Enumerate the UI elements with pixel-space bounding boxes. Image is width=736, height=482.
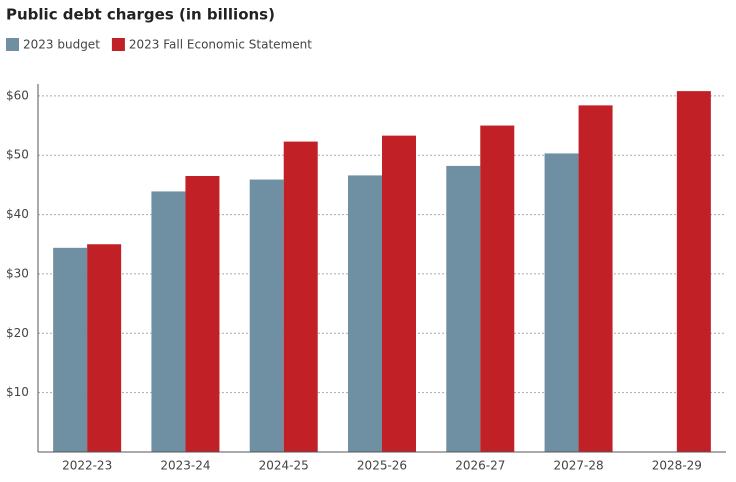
legend-swatch <box>6 38 19 51</box>
bar <box>676 91 711 452</box>
x-tick-label: 2024-25 <box>259 459 309 473</box>
bar <box>382 135 416 452</box>
x-tick-label: 2022-23 <box>62 459 112 473</box>
bar <box>446 165 481 453</box>
bar <box>578 105 613 453</box>
y-tick-label: $10 <box>6 385 29 399</box>
bar <box>185 176 220 452</box>
x-tick-label: 2026-27 <box>455 459 505 473</box>
bar <box>283 141 318 452</box>
legend-swatch <box>111 38 125 51</box>
y-tick-label: $40 <box>6 207 29 221</box>
bar <box>480 125 515 452</box>
y-tick-label: $50 <box>6 148 29 162</box>
legend-label: 2023 Fall Economic Statement <box>129 38 312 52</box>
bar <box>151 191 186 452</box>
x-tick-label: 2025-26 <box>357 459 407 473</box>
x-tick-label: 2028-29 <box>652 459 702 473</box>
x-tick-label: 2027-28 <box>554 459 604 473</box>
chart-title: Public debt charges (in billions) <box>6 6 275 24</box>
bar <box>544 153 579 452</box>
bar <box>53 247 88 452</box>
y-tick-label: $60 <box>6 88 29 102</box>
x-tick-label: 2023-24 <box>160 459 210 473</box>
bar <box>348 175 382 453</box>
bar <box>249 179 284 453</box>
y-tick-label: $30 <box>6 266 29 280</box>
legend-label: 2023 budget <box>23 38 100 52</box>
y-tick-label: $20 <box>6 326 29 340</box>
bar <box>87 244 122 452</box>
